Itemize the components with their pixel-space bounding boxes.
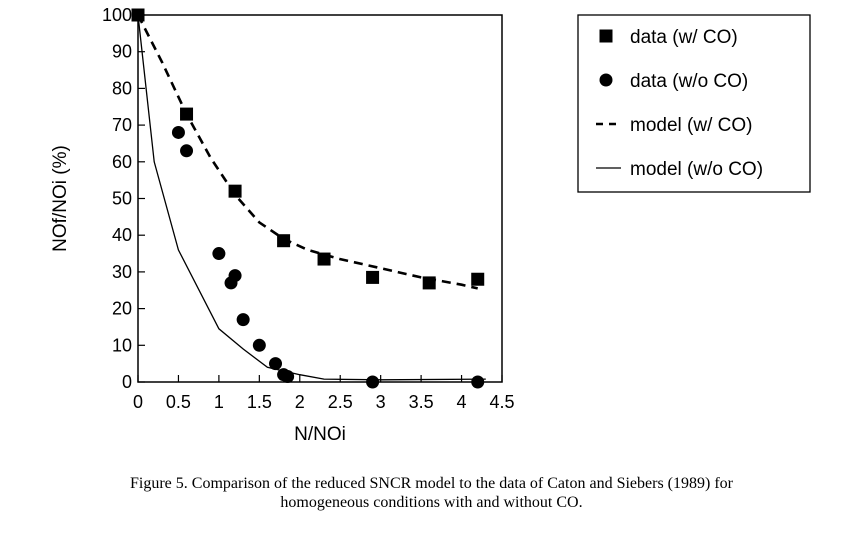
data-point [236,313,250,327]
y-tick-label: 60 [112,152,132,172]
series-3 [137,14,486,381]
x-tick-label: 3.5 [409,392,434,412]
data-point [366,270,380,284]
legend-label: data (w/ CO) [630,27,738,48]
series-0 [131,8,485,290]
figure-caption: Figure 5. Comparison of the reduced SNCR… [0,474,863,512]
y-tick-label: 30 [112,262,132,282]
x-tick-label: 0.5 [166,392,191,412]
x-tick-label: 1 [214,392,224,412]
x-axis-title: N/NOi [294,424,346,445]
y-axis-title: NOf/NOi (%) [50,145,71,252]
y-axis: 0 10 20 30 40 50 60 70 80 90 100 [102,5,145,392]
legend-label: model (w/o CO) [630,159,763,180]
legend-marker [599,29,613,43]
plot-area [131,8,486,389]
x-tick-label: 4 [457,392,467,412]
legend: data (w/ CO) data (w/o CO) model (w/ CO) mo… [577,14,811,193]
y-tick-label: 90 [112,42,132,62]
series-line [137,14,486,381]
data-point [180,144,194,158]
y-tick-label: 100 [102,5,132,25]
series-line [136,14,478,290]
x-tick-label: 2 [295,392,305,412]
caption-line-1: Figure 5. Comparison of the reduced SNCR… [130,475,733,492]
legend-marker [599,73,613,87]
data-point [269,357,283,371]
data-point [212,247,226,261]
legend-box [577,14,811,193]
data-point [366,375,380,389]
data-point [471,272,485,286]
data-point [171,125,185,139]
legend-label: model (w/ CO) [630,115,752,136]
series-2 [136,14,478,290]
y-tick-label: 20 [112,299,132,319]
y-tick-label: 50 [112,189,132,209]
chart: 0 10 20 30 40 50 60 70 80 90 100 0 0.5 1 1.5 2 2.5 3 3.5 4… [50,5,811,445]
y-tick-label: 10 [112,335,132,355]
data-point [228,269,242,283]
x-axis: 0 0.5 1 1.5 2 2.5 3 3.5 4 4.5 [133,375,515,412]
legend-label: data (w/o CO) [630,71,748,92]
x-tick-label: 1.5 [247,392,272,412]
caption-line-2: homogeneous conditions with and without … [280,494,583,511]
data-point [471,375,485,389]
data-point [252,338,266,352]
y-tick-label: 80 [112,78,132,98]
y-tick-label: 0 [122,372,132,392]
x-tick-label: 0 [133,392,143,412]
x-tick-label: 2.5 [328,392,353,412]
data-point [277,234,291,248]
plot-frame [137,14,503,383]
y-tick-label: 70 [112,115,132,135]
x-tick-label: 4.5 [489,392,514,412]
y-tick-label: 40 [112,225,132,245]
x-tick-label: 3 [376,392,386,412]
plot-border [137,14,503,383]
